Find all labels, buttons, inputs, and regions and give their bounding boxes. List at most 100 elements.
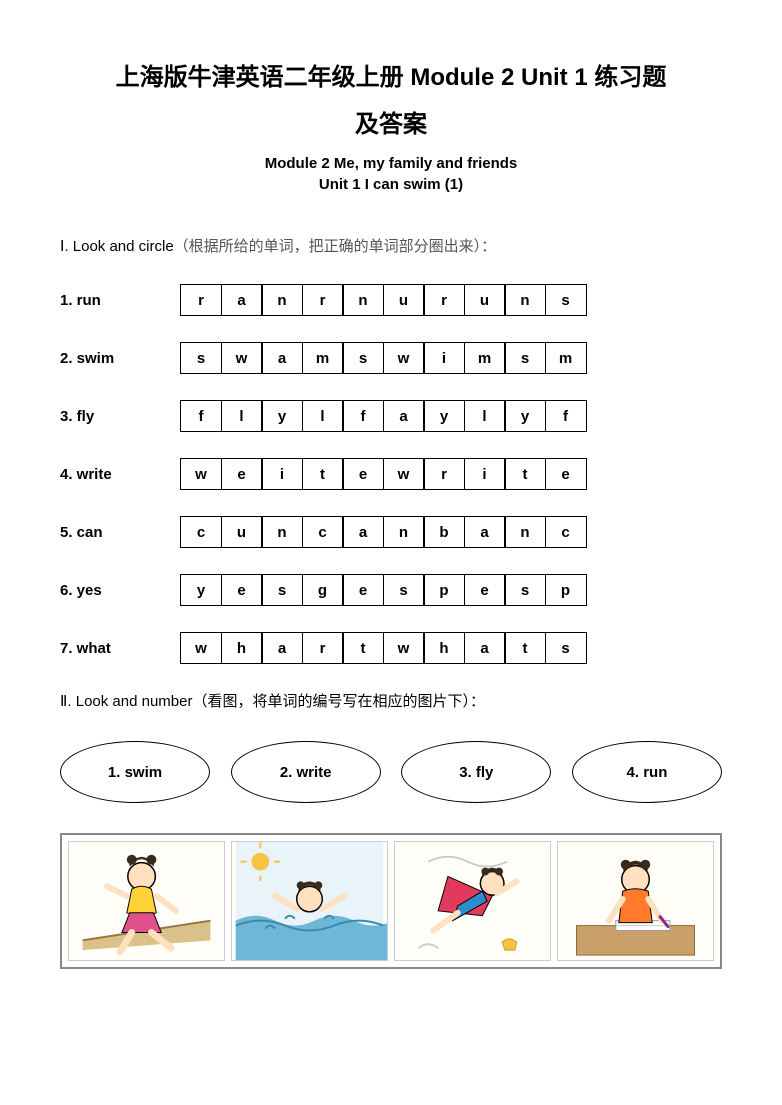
word-row: 4. writeweitewrite	[60, 458, 722, 490]
letter-cell: e	[221, 574, 263, 606]
section1-en: . Look and circle	[64, 238, 173, 255]
word-label: 7. what	[60, 640, 180, 657]
letter-cell: r	[302, 632, 344, 664]
picture-flying	[394, 841, 551, 961]
word-row: 1. runranrnuruns	[60, 284, 722, 316]
word-label: 1. run	[60, 292, 180, 309]
letter-cell: u	[383, 284, 425, 316]
letter-cell: n	[261, 284, 303, 316]
letter-grid: swamswimsm	[180, 342, 587, 374]
letter-cell: t	[504, 632, 546, 664]
word-row: 6. yesyesgespesp	[60, 574, 722, 606]
letter-cell: i	[464, 458, 506, 490]
letter-grid: flylfaylyf	[180, 400, 587, 432]
word-label: 4. write	[60, 466, 180, 483]
letter-cell: w	[383, 342, 425, 374]
letter-cell: l	[302, 400, 344, 432]
letter-cell: y	[180, 574, 222, 606]
letter-cell: m	[302, 342, 344, 374]
letter-cell: f	[342, 400, 384, 432]
letter-cell: w	[180, 632, 222, 664]
letter-cell: a	[221, 284, 263, 316]
picture-writing	[557, 841, 714, 961]
letter-cell: n	[383, 516, 425, 548]
letter-cell: e	[464, 574, 506, 606]
letter-cell: c	[180, 516, 222, 548]
letter-cell: w	[383, 632, 425, 664]
section1-rows: 1. runranrnuruns2. swimswamswimsm3. flyf…	[60, 284, 722, 664]
subtitle-line2: Unit 1 I can swim (1)	[60, 174, 722, 195]
letter-cell: y	[504, 400, 546, 432]
letter-cell: e	[221, 458, 263, 490]
word-label: 3. fly	[60, 408, 180, 425]
word-row: 7. whatwhartwhats	[60, 632, 722, 664]
letter-cell: h	[423, 632, 465, 664]
letter-grid: whartwhats	[180, 632, 587, 664]
letter-cell: y	[261, 400, 303, 432]
section1-cn: （根据所给的单词，把正确的单词部分圈出来）：	[174, 238, 497, 255]
letter-cell: u	[221, 516, 263, 548]
section2-en: . Look and number	[67, 693, 192, 710]
word-label: 6. yes	[60, 582, 180, 599]
letter-cell: t	[504, 458, 546, 490]
picture-swimming	[231, 841, 388, 961]
letter-cell: f	[180, 400, 222, 432]
letter-cell: s	[545, 632, 587, 664]
page-title-line1: 上海版牛津英语二年级上册 Module 2 Unit 1 练习题	[60, 60, 722, 96]
word-row: 2. swimswamswimsm	[60, 342, 722, 374]
letter-cell: a	[342, 516, 384, 548]
letter-cell: a	[464, 516, 506, 548]
oval-2: 2. write	[231, 741, 381, 803]
page-title-line2: 及答案	[60, 104, 722, 139]
oval-4: 4. run	[572, 741, 722, 803]
letter-cell: e	[545, 458, 587, 490]
section2-cn: （看图，将单词的编号写在相应的图片下）：	[192, 693, 485, 710]
letter-cell: b	[423, 516, 465, 548]
oval-1: 1. swim	[60, 741, 210, 803]
letter-cell: g	[302, 574, 344, 606]
letter-cell: n	[342, 284, 384, 316]
letter-cell: y	[423, 400, 465, 432]
letter-grid: cuncanbanc	[180, 516, 587, 548]
ovals-row: 1. swim 2. write 3. fly 4. run	[60, 741, 722, 803]
letter-cell: c	[545, 516, 587, 548]
letter-cell: a	[464, 632, 506, 664]
page-subtitle: Module 2 Me, my family and friends Unit …	[60, 153, 722, 195]
letter-cell: h	[221, 632, 263, 664]
word-row: 3. flyflylfaylyf	[60, 400, 722, 432]
letter-cell: n	[261, 516, 303, 548]
letter-cell: e	[342, 458, 384, 490]
letter-cell: s	[504, 342, 546, 374]
letter-cell: p	[423, 574, 465, 606]
letter-cell: t	[302, 458, 344, 490]
letter-cell: e	[342, 574, 384, 606]
letter-cell: s	[545, 284, 587, 316]
letter-cell: f	[545, 400, 587, 432]
section1-header: Ⅰ. Look and circle（根据所给的单词，把正确的单词部分圈出来）：	[60, 235, 722, 256]
letter-cell: s	[180, 342, 222, 374]
letter-cell: p	[545, 574, 587, 606]
letter-cell: a	[261, 632, 303, 664]
letter-cell: s	[342, 342, 384, 374]
letter-cell: w	[221, 342, 263, 374]
picture-running	[68, 841, 225, 961]
letter-cell: a	[261, 342, 303, 374]
pictures-row	[60, 833, 722, 969]
word-label: 2. swim	[60, 350, 180, 367]
letter-cell: r	[423, 284, 465, 316]
letter-grid: yesgespesp	[180, 574, 587, 606]
word-label: 5. can	[60, 524, 180, 541]
letter-cell: u	[464, 284, 506, 316]
letter-cell: m	[545, 342, 587, 374]
letter-cell: n	[504, 284, 546, 316]
letter-cell: w	[383, 458, 425, 490]
oval-3: 3. fly	[401, 741, 551, 803]
letter-cell: m	[464, 342, 506, 374]
letter-cell: s	[504, 574, 546, 606]
letter-grid: ranrnuruns	[180, 284, 587, 316]
section2-header: Ⅱ. Look and number（看图，将单词的编号写在相应的图片下）：	[60, 690, 722, 711]
letter-cell: c	[302, 516, 344, 548]
letter-cell: t	[342, 632, 384, 664]
letter-cell: a	[383, 400, 425, 432]
letter-cell: r	[302, 284, 344, 316]
